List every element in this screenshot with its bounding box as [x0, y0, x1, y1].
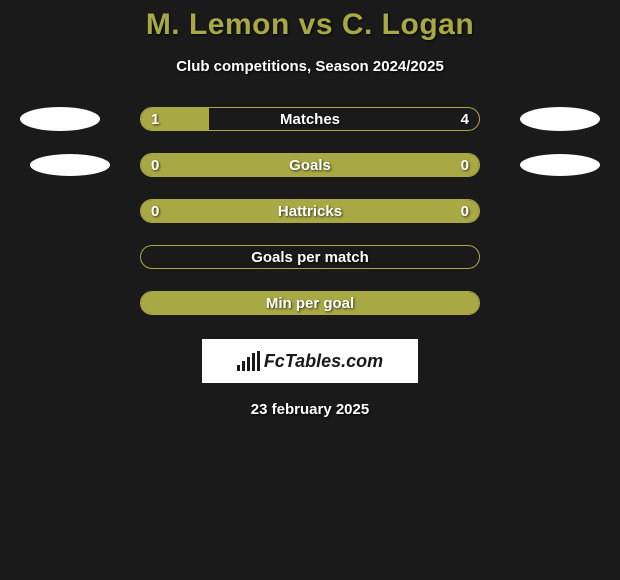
stat-bar: 00Hattricks — [140, 199, 480, 223]
player-badge-left — [20, 107, 100, 131]
stats-list: 14Matches 00Goals 00Hattricks Goals per mat… — [0, 107, 620, 337]
logo-chart-icon — [237, 351, 260, 371]
stat-label: Goals per match — [141, 246, 479, 268]
stat-label: Goals — [141, 154, 479, 176]
stat-label: Matches — [141, 108, 479, 130]
page-title: M. Lemon vs C. Logan — [146, 8, 474, 42]
player-badge-left — [30, 154, 110, 176]
stat-row: 00Goals — [0, 153, 620, 177]
stat-row: 14Matches — [0, 107, 620, 131]
stat-label: Hattricks — [141, 200, 479, 222]
date-label: 23 february 2025 — [251, 401, 369, 418]
stat-row: Min per goal — [0, 291, 620, 315]
subtitle: Club competitions, Season 2024/2025 — [176, 58, 444, 75]
comparison-widget: M. Lemon vs C. Logan Club competitions, … — [0, 0, 620, 418]
player-badge-right — [520, 107, 600, 131]
logo-text: FcTables.com — [264, 351, 383, 372]
stat-row: Goals per match — [0, 245, 620, 269]
stat-label: Min per goal — [141, 292, 479, 314]
stat-bar: Min per goal — [140, 291, 480, 315]
stat-row: 00Hattricks — [0, 199, 620, 223]
stat-bar: 00Goals — [140, 153, 480, 177]
stat-bar: Goals per match — [140, 245, 480, 269]
player-badge-right — [520, 154, 600, 176]
logo-box: FcTables.com — [202, 339, 418, 383]
stat-bar: 14Matches — [140, 107, 480, 131]
